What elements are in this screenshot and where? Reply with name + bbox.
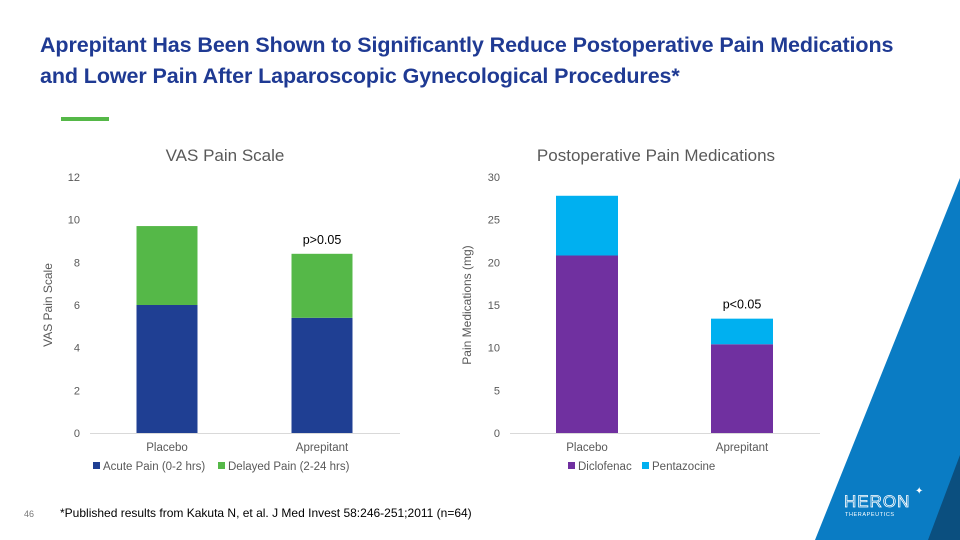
x-tick-label: Placebo (566, 442, 608, 454)
bar-segment-diclofenac (556, 255, 618, 433)
chart-title: VAS Pain Scale (166, 146, 285, 165)
legend-label: Delayed Pain (2-24 hrs) (228, 461, 350, 473)
x-tick-label: Placebo (146, 442, 188, 454)
legend-swatch (93, 462, 100, 469)
y-tick-label: 25 (488, 215, 500, 227)
bar-segment-pentazocine (711, 318, 773, 345)
significance-annotation: p<0.05 (723, 298, 762, 312)
y-tick-label: 2 (74, 385, 80, 397)
footnote: *Published results from Kakuta N, et al.… (60, 506, 472, 520)
bar-segment-acute-pain-0-2-hrs (291, 317, 353, 433)
bar-segment-acute-pain-0-2-hrs (136, 305, 198, 433)
y-tick-label: 10 (68, 215, 80, 227)
y-tick-label: 30 (488, 172, 500, 184)
y-tick-label: 20 (488, 257, 500, 269)
blue-diagonal-band (815, 178, 960, 540)
y-axis-label: VAS Pain Scale (41, 263, 55, 347)
bar-segment-delayed-pain-2-24-hrs (291, 253, 353, 318)
y-tick-label: 15 (488, 300, 500, 312)
legend-label: Diclofenac (578, 461, 632, 473)
legend-swatch (218, 462, 225, 469)
y-tick-label: 4 (74, 343, 80, 355)
y-tick-label: 6 (74, 300, 80, 312)
title-accent-bar (61, 117, 109, 121)
bar-segment-pentazocine (556, 195, 618, 256)
bar-segment-diclofenac (711, 344, 773, 433)
legend-swatch (642, 462, 649, 469)
logo-subtitle: THERAPEUTICS (845, 512, 895, 518)
x-tick-label: Aprepitant (716, 442, 769, 454)
y-tick-label: 0 (494, 428, 500, 440)
y-tick-label: 12 (68, 172, 80, 184)
y-tick-label: 10 (488, 343, 500, 355)
bar-segment-delayed-pain-2-24-hrs (136, 226, 198, 305)
logo-name: HERON (844, 492, 911, 512)
legend-label: Pentazocine (652, 461, 715, 473)
y-tick-label: 0 (74, 428, 80, 440)
heron-logo: ✦ HERON THERAPEUTICS (843, 486, 933, 527)
y-tick-label: 8 (74, 257, 80, 269)
y-tick-label: 5 (494, 385, 500, 397)
chart-title: Postoperative Pain Medications (537, 146, 775, 165)
navy-corner-wedge (928, 455, 960, 540)
page-number: 46 (24, 509, 35, 519)
x-tick-label: Aprepitant (296, 442, 349, 454)
significance-annotation: p>0.05 (303, 233, 342, 247)
legend-label: Acute Pain (0-2 hrs) (103, 461, 205, 473)
slide-title: Aprepitant Has Been Shown to Significant… (40, 33, 894, 88)
logo-spark-icon: ✦ (915, 486, 924, 497)
y-axis-label: Pain Medications (mg) (460, 245, 474, 364)
legend-swatch (568, 462, 575, 469)
